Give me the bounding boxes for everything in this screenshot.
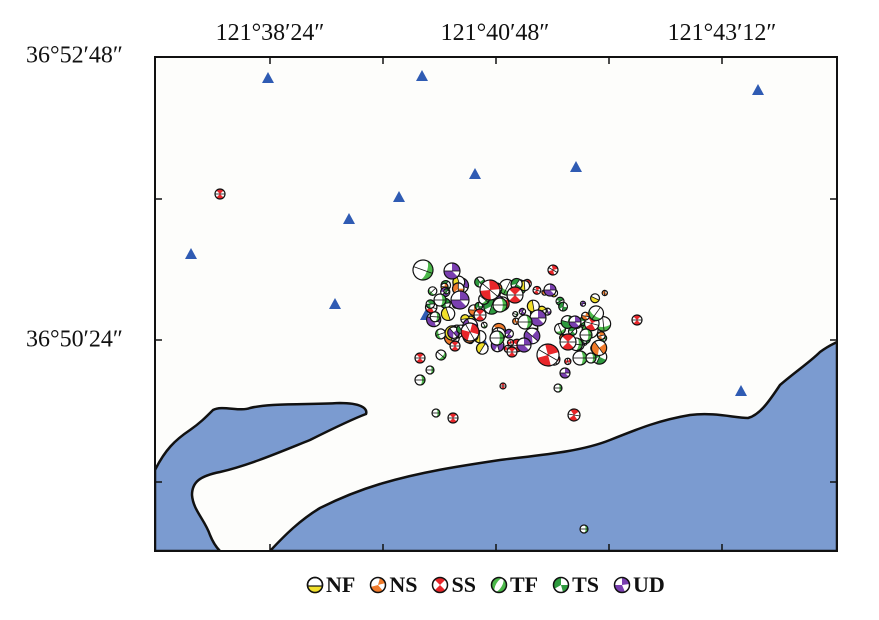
beachball-ud xyxy=(559,367,571,379)
beachball-ss xyxy=(547,264,559,276)
axis-ticks xyxy=(155,56,837,551)
beachball-tf xyxy=(588,305,605,322)
beachball-tf xyxy=(429,311,441,323)
legend-label-tf: TF xyxy=(509,572,539,597)
beachball-ss xyxy=(449,340,461,352)
beachball-tf xyxy=(434,328,447,340)
x-tick-label-3: 121°43′12″ xyxy=(667,20,777,46)
legend-label-nf: NF xyxy=(326,572,356,597)
beachball-tf xyxy=(553,383,563,393)
beachball-ud xyxy=(504,328,514,339)
legend-item-tf: TF xyxy=(490,572,538,598)
beachball-ns xyxy=(601,289,608,297)
legend-label-ss: SS xyxy=(451,572,476,597)
beachball-ss xyxy=(532,285,542,295)
legend-item-ud: UD xyxy=(613,572,665,598)
beachball-ss xyxy=(631,314,643,326)
beachball-tf xyxy=(517,314,533,330)
beachball-ts xyxy=(567,326,578,337)
beachball-ss xyxy=(506,338,515,347)
legend-item-nf: NF xyxy=(306,572,355,598)
station-triangle xyxy=(735,385,747,396)
ud-beachball-icon xyxy=(613,576,631,594)
beachball-ud xyxy=(579,300,587,307)
sea-area-main xyxy=(268,340,837,551)
beachball-ns xyxy=(590,339,608,357)
beachball-ud xyxy=(518,307,527,316)
beachball-nf xyxy=(440,306,456,322)
beachball-ud xyxy=(516,337,532,353)
beachball-ss xyxy=(479,279,501,301)
beachball-tf xyxy=(489,330,505,346)
beachball-tf xyxy=(512,310,519,318)
beachball-ud xyxy=(543,283,557,297)
beachball-ss xyxy=(559,333,577,351)
station-markers xyxy=(185,70,764,396)
beachball-nf xyxy=(460,314,470,324)
beachball-tf xyxy=(412,259,434,281)
station-triangle xyxy=(329,298,341,309)
beachball-ss xyxy=(506,286,524,304)
beachball-tf xyxy=(480,321,488,329)
x-tick-label-1: 121°38′24″ xyxy=(215,20,325,46)
legend-label-ud: UD xyxy=(632,572,665,597)
beachball-ss xyxy=(414,352,426,364)
beachball-tf xyxy=(492,297,508,313)
beachball-ts xyxy=(425,299,436,309)
beachball-ud xyxy=(568,315,582,329)
station-triangle xyxy=(570,161,582,172)
ss-beachball-icon xyxy=(432,576,449,594)
legend-item-ts: TS xyxy=(552,572,599,598)
beachball-ss xyxy=(536,343,560,367)
beachball-ss xyxy=(567,408,581,422)
y-tick-label-1: 36°52′48″ xyxy=(26,42,123,69)
station-triangle xyxy=(262,72,274,83)
beachball-tf xyxy=(572,350,588,366)
y-tick-label-2: 36°50′24″ xyxy=(26,326,123,353)
ts-beachball-icon xyxy=(552,576,570,594)
beachball-ss xyxy=(447,412,459,424)
beachball-ss xyxy=(499,382,507,390)
station-triangle xyxy=(416,70,428,81)
beachball-ns xyxy=(596,331,606,341)
beachball-tf xyxy=(579,524,589,534)
beachball-tf xyxy=(435,349,447,361)
beachball-tf xyxy=(433,293,447,307)
legend-item-ss: SS xyxy=(431,572,476,598)
legend-item-ns: NS xyxy=(369,572,417,598)
beachball-ud xyxy=(529,309,547,327)
beachball-ss xyxy=(473,308,487,322)
beachball-ss xyxy=(506,346,518,358)
beachball-tf xyxy=(585,352,597,364)
ns-beachball-icon xyxy=(370,576,387,594)
nf-beachball-icon xyxy=(306,576,324,594)
focal-mechanisms xyxy=(214,188,643,534)
station-triangle xyxy=(343,213,355,224)
station-triangle xyxy=(752,84,764,95)
legend-label-ts: TS xyxy=(572,572,599,597)
legend: NF NS SS TF TS UD xyxy=(306,572,665,598)
beachball-nf xyxy=(590,293,601,304)
station-triangle xyxy=(469,168,481,179)
beachball-nf xyxy=(475,342,489,355)
beachball-tf xyxy=(427,286,438,296)
legend-label-ns: NS xyxy=(389,572,418,597)
beachball-tf xyxy=(579,328,593,342)
sea-area xyxy=(155,401,368,551)
beachball-ts xyxy=(443,288,450,295)
beachball-tf xyxy=(414,374,426,386)
beachball-ud xyxy=(443,262,461,280)
beachball-tf xyxy=(431,408,441,418)
station-triangle xyxy=(185,248,197,259)
beachball-ud xyxy=(450,290,470,310)
beachball-tf xyxy=(425,365,435,375)
beachball-ss xyxy=(460,322,480,342)
x-tick-label-2: 121°40′48″ xyxy=(440,20,550,46)
station-triangle xyxy=(393,191,405,202)
tf-beachball-icon xyxy=(490,576,508,594)
beachball-ss xyxy=(564,357,572,366)
beachball-ts xyxy=(558,301,569,312)
beachball-ss xyxy=(214,188,226,200)
